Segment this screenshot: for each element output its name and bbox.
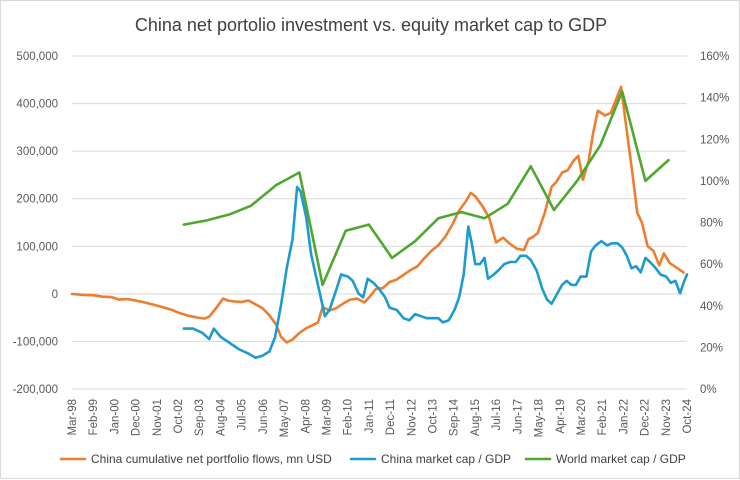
x-tick-label: Mar-20 <box>576 399 588 435</box>
y-right-tick-label: 60% <box>700 259 723 271</box>
series-line-2 <box>182 185 689 360</box>
x-tick-label: Jan-11 <box>364 399 376 433</box>
series-line-3 <box>182 90 670 287</box>
y-left-tick-label: -100,000 <box>13 336 58 348</box>
x-tick-label: Aug-15 <box>470 399 482 436</box>
legend: China cumulative net portfolio flows, mn… <box>59 452 686 466</box>
x-tick-label: Nov-23 <box>661 399 673 436</box>
chart-title: China net portolio investment vs. equity… <box>135 15 607 35</box>
y-right-tick-label: 80% <box>700 218 723 230</box>
y-left-tick-label: 400,000 <box>16 99 58 111</box>
y-right-tick-label: 140% <box>700 93 729 105</box>
x-tick-label: May-18 <box>534 399 546 437</box>
legend-label: China cumulative net portfolio flows, mn… <box>91 452 332 466</box>
y-right-tick-label: 0% <box>700 384 717 396</box>
x-tick-label: Mar-09 <box>321 399 333 435</box>
legend-label: World market cap / GDP <box>556 452 686 466</box>
y-left-tick-label: 500,000 <box>16 51 58 63</box>
x-tick-label: Apr-19 <box>555 399 567 434</box>
x-tick-label: Feb-99 <box>88 399 100 435</box>
x-tick-label: Feb-10 <box>343 399 355 435</box>
x-tick-label: Nov-01 <box>152 399 164 436</box>
x-tick-label: Dec-22 <box>640 399 652 436</box>
y-left-tick-label: 100,000 <box>16 241 58 253</box>
x-tick-label: Jun-17 <box>512 399 524 434</box>
x-tick-label: Jul-05 <box>237 399 249 430</box>
x-tick-label: Jan-22 <box>618 399 630 434</box>
y-axis-left-labels: -200,000 -100,000 0 100,000 200,000 300,000 40… <box>13 51 58 396</box>
y-right-tick-label: 120% <box>700 134 729 146</box>
x-tick-label: Sep-03 <box>194 399 206 436</box>
series-line-1 <box>70 85 685 344</box>
x-tick-label: May-07 <box>279 399 291 437</box>
x-tick-label: Mar-98 <box>67 399 79 435</box>
y-left-tick-label: 200,000 <box>16 194 58 206</box>
x-axis-labels: Mar-98 Feb-99 Jan-00 Dec-00 Nov-01 Oct-02 Sep-… <box>67 398 694 437</box>
x-tick-label: Sep-14 <box>449 398 461 436</box>
y-left-tick-label: 300,000 <box>16 146 58 158</box>
x-tick-label: Nov-12 <box>406 399 418 436</box>
x-tick-label: Dec-11 <box>385 399 397 435</box>
y-right-tick-label: 40% <box>700 301 723 313</box>
x-tick-label: Dec-00 <box>131 399 143 436</box>
y-right-tick-label: 100% <box>700 176 729 188</box>
gridlines <box>72 55 687 390</box>
y-right-tick-label: 20% <box>700 342 723 354</box>
x-tick-label: Jul-16 <box>491 399 503 430</box>
y-left-tick-label: -200,000 <box>13 384 58 396</box>
y-axis-right-labels: 0% 20% 40% 60% 80% 100% 120% 140% 160% <box>700 51 729 396</box>
x-tick-label: Feb-21 <box>597 399 609 435</box>
x-tick-label: Apr-08 <box>300 399 312 434</box>
x-tick-label: Oct-02 <box>173 399 185 434</box>
y-left-tick-label: 0 <box>52 289 58 301</box>
y-right-tick-label: 160% <box>700 51 729 63</box>
x-tick-label: Jan-00 <box>109 399 121 434</box>
x-tick-label: Jun-06 <box>258 399 270 434</box>
series-lines <box>70 85 689 360</box>
x-tick-label: Oct-24 <box>682 398 694 433</box>
legend-label: China market cap / GDP <box>381 452 511 466</box>
x-tick-label: Oct-13 <box>428 399 440 434</box>
x-tick-label: Aug-04 <box>215 398 227 436</box>
